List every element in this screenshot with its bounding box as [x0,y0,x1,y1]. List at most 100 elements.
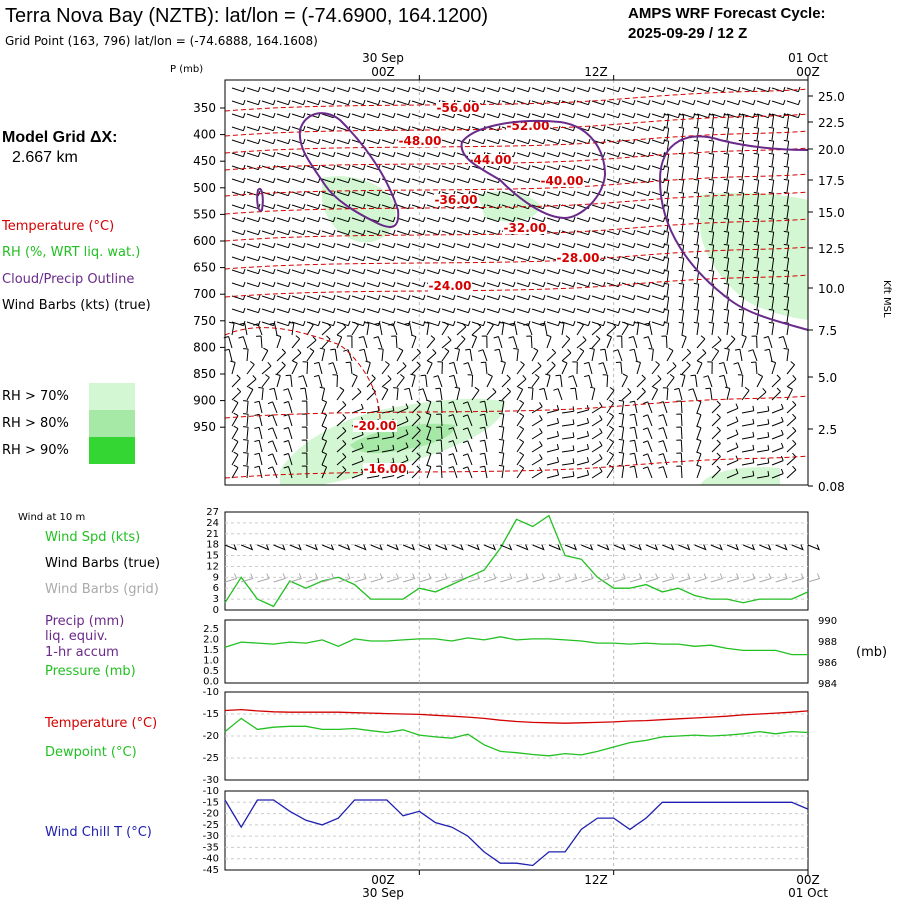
wind-barb-grid [775,573,788,583]
wind-barb [753,191,760,206]
series-line [224,514,809,608]
wind-barb [606,322,617,336]
wind-barb [381,242,396,249]
wind-barb [261,216,276,223]
wind-barb [301,439,308,453]
wind-barb [531,374,540,388]
wind-barb [561,471,575,479]
wind-barb-grid [759,573,772,583]
wind-barb [480,361,488,375]
wind-barb [411,348,421,362]
wind-barb [628,336,638,349]
wind-barb [300,387,308,401]
wind-barb [648,348,654,362]
wind-barb [621,86,636,93]
temperature-label-bg [540,175,584,187]
wind-barb [738,269,745,284]
wind-barb [479,439,488,453]
wind-barb [531,190,546,197]
wind-barb [321,307,336,314]
wind-barb [306,281,321,288]
wind-barb [570,387,578,401]
wind-barb [321,268,336,275]
wind-barb [531,362,542,375]
wind-barb-10m [581,544,594,551]
wind-barb [321,216,336,223]
wind-barb [231,86,246,93]
wind-barb [539,322,548,336]
wind-barb [678,321,685,336]
wind-barb [396,164,411,171]
wind-barb [711,336,722,349]
wind-barb [561,268,576,275]
wind-barb [509,322,518,336]
wind-barb [498,425,505,440]
wind-barb [336,229,351,236]
wind-barb-grid [662,573,675,583]
y-tick-label: -10 [203,687,219,698]
wind-barb [462,440,473,453]
wind-barb [306,86,321,93]
panel-frame [224,511,809,611]
wind-barb [753,230,760,245]
wind-barb [658,453,668,466]
wind-barb [501,216,516,223]
wind-barb [275,334,282,349]
wind-barb [546,138,561,145]
wind-barb [531,428,543,440]
sounding-panel: P (mb) Kft MSL 30 Sep 01 Oct 00Z 12Z 00Z… [170,51,892,494]
wind-barb [501,294,516,301]
wind-barb [741,334,747,349]
wind-barb [246,386,254,401]
wind-barb [411,242,426,249]
wind-barb [753,126,760,141]
wind-barb [411,465,421,479]
wind-barb [321,138,336,145]
y-tick-label: -35 [203,842,219,853]
wind-barb [589,386,596,401]
wind-barb [591,86,606,93]
wind-barb [756,406,770,414]
wind-barb [366,281,381,288]
wind-barb [636,203,651,210]
wind-barb [426,164,441,171]
wind-barb [462,453,473,466]
wind-barb [276,307,291,314]
wind-barb [636,387,646,401]
wind-barb [351,125,366,132]
wind-barb-grid [678,573,691,583]
wind-barb [663,295,670,310]
wind-barb-10m [289,544,302,551]
wind-barb [411,216,426,223]
wind-barb [618,451,625,466]
temperature-label-bg [506,120,550,132]
wind-barb [531,281,546,288]
wind-barb [351,321,359,336]
wind-barb [396,307,411,314]
pressure-tick-label: 650 [193,261,216,275]
wind-barb [381,294,396,301]
wind-barb [336,322,347,336]
wind-barb [396,125,411,132]
wind-barb [708,308,715,323]
wind-barb [606,190,621,197]
wind-barb-grid [613,573,626,583]
wind-barb [546,320,561,327]
wind-barb [411,190,426,197]
wind-barb [321,125,336,132]
wind-barb [633,321,640,336]
pressure-tick-label: 986 [818,658,837,669]
wind-barb [561,458,575,466]
wind-barb [693,178,700,193]
wind-barb [231,387,242,401]
wind-barb [388,323,398,336]
wind-barb [291,242,306,249]
wind-barb [456,216,471,223]
wind-barb [606,125,621,132]
wind-barb [498,321,505,336]
wind-barb [471,334,478,349]
wind-barb [516,255,531,262]
wind-barb [783,217,790,232]
wind-barb-grid [354,573,367,583]
